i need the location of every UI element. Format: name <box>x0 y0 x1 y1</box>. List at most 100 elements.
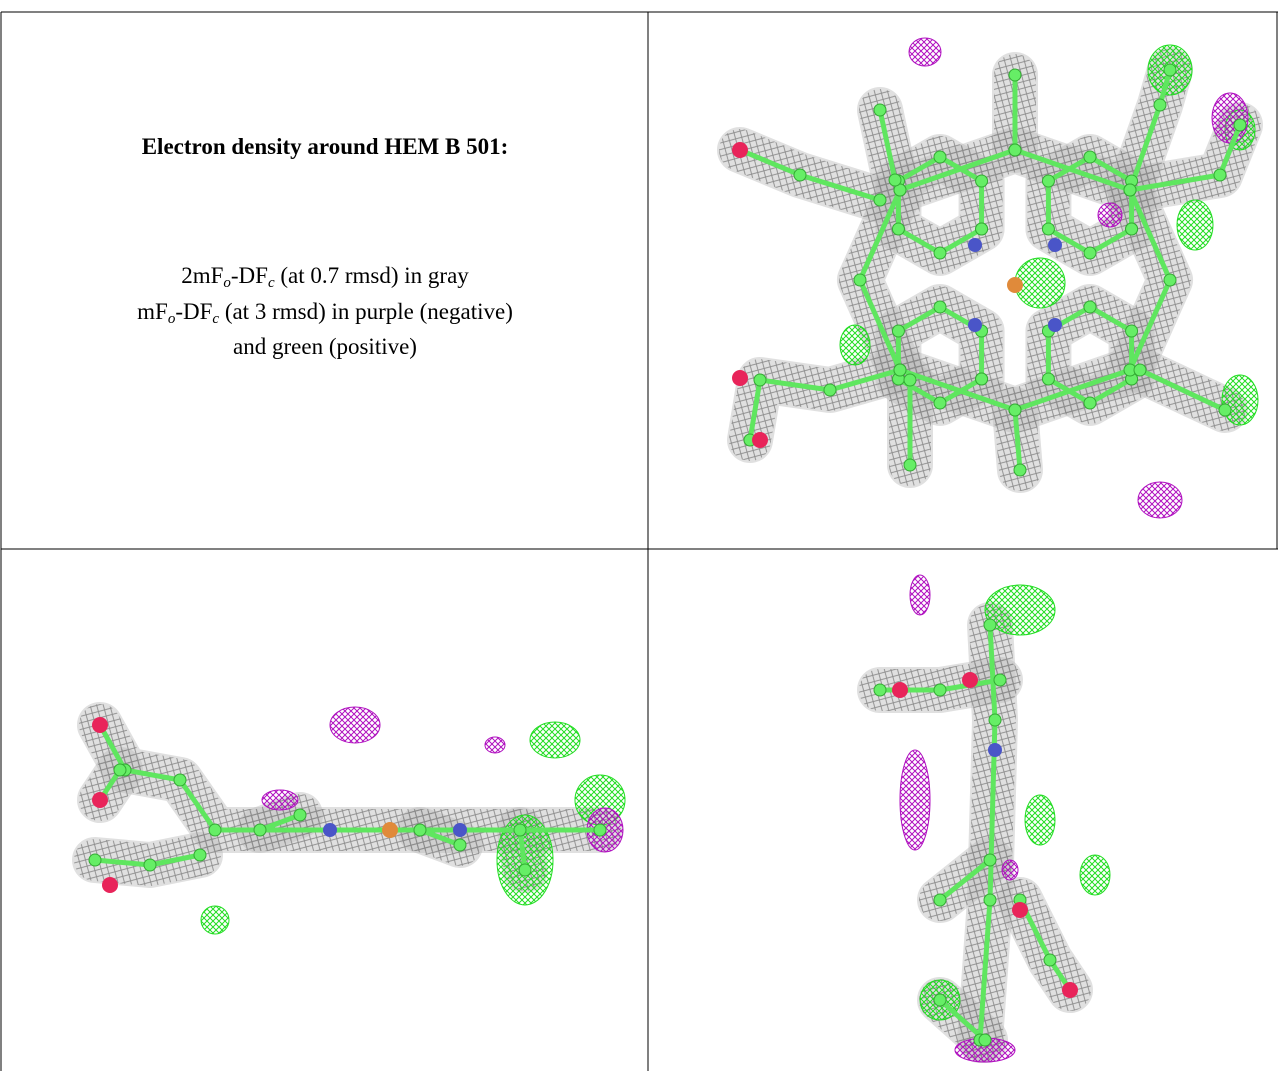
atom <box>793 168 807 182</box>
atom <box>1218 403 1232 417</box>
caption-line: and green (positive) <box>2 329 648 365</box>
atom <box>1083 246 1097 260</box>
oxygen-atom <box>732 142 748 158</box>
atom <box>193 848 207 862</box>
atom <box>975 174 989 188</box>
subscript: o <box>167 310 176 327</box>
oxygen-atom <box>1012 902 1028 918</box>
atom <box>983 853 997 867</box>
bond <box>1138 367 1227 413</box>
subscript: o <box>223 275 231 291</box>
caption-line: mFo-DFc (at 3 rmsd) in purple (negative) <box>2 294 648 330</box>
atom <box>933 246 947 260</box>
atom <box>1125 324 1139 338</box>
atom <box>1083 150 1097 164</box>
bond <box>938 998 987 1042</box>
bond <box>877 109 898 181</box>
atom <box>1163 273 1177 287</box>
bond <box>938 858 992 902</box>
negative-density <box>908 37 942 67</box>
atom <box>975 222 989 236</box>
caption-text: (at 3 rmsd) in purple (negative) <box>219 298 513 324</box>
caption-text: (at 0.7 rmsd) in gray <box>274 263 469 288</box>
caption-line: 2mFo-DFc (at 0.7 rmsd) in gray <box>2 258 648 294</box>
atom <box>933 993 947 1007</box>
nitrogen-atom <box>988 743 1002 757</box>
caption-title: Electron density around HEM B 501: <box>141 134 509 159</box>
positive-density <box>529 721 581 759</box>
atom <box>933 396 947 410</box>
atom <box>933 300 947 314</box>
atom <box>1008 403 1022 417</box>
atom <box>933 683 947 697</box>
bond <box>259 812 301 833</box>
positive-density <box>984 584 1056 636</box>
bond <box>1012 409 1023 471</box>
bond <box>419 827 461 848</box>
atom <box>1043 953 1057 967</box>
atom <box>983 618 997 632</box>
negative-density <box>484 736 506 754</box>
bond <box>977 624 998 1041</box>
atom <box>1041 222 1055 236</box>
positive-density <box>1079 854 1111 896</box>
negative-density <box>1097 202 1123 228</box>
negative-density <box>899 749 931 851</box>
atom <box>903 458 917 472</box>
atom <box>873 683 887 697</box>
atom <box>1153 98 1167 112</box>
caption-text: -DF <box>230 263 268 288</box>
atom <box>993 673 1007 687</box>
atom <box>518 863 532 877</box>
nitrogen-atom <box>453 823 467 837</box>
iron-atom <box>1007 277 1023 293</box>
atom <box>1041 174 1055 188</box>
negative-density <box>1001 859 1019 881</box>
density-images <box>72 37 1263 1063</box>
oxygen-atom <box>962 672 978 688</box>
nitrogen-atom <box>1048 238 1062 252</box>
atom <box>933 150 947 164</box>
atom <box>113 763 127 777</box>
positive-density <box>839 324 871 366</box>
oxygen-atom <box>102 877 118 893</box>
caption-text: 2mF <box>181 263 224 288</box>
caption-text: and green (positive) <box>233 334 417 359</box>
atom <box>988 713 1002 727</box>
caption-cell: Electron density around HEM B 501: 2mFo-… <box>2 12 648 549</box>
caption-text: -DF <box>175 298 213 324</box>
negative-density <box>329 706 381 744</box>
atom <box>1125 222 1139 236</box>
iron-atom <box>382 822 398 838</box>
atom <box>88 853 102 867</box>
positive-density <box>1176 199 1214 251</box>
oxygen-atom <box>92 717 108 733</box>
atom <box>1123 183 1137 197</box>
atom <box>413 823 427 837</box>
oxygen-atom <box>892 682 908 698</box>
negative-density <box>261 789 299 811</box>
atom <box>1041 372 1055 386</box>
subscript: c <box>267 275 275 291</box>
atom <box>853 273 867 287</box>
atom <box>893 363 907 377</box>
atom <box>1133 363 1147 377</box>
positive-density <box>1024 794 1056 846</box>
negative-density <box>1137 481 1183 519</box>
positive-density <box>200 905 230 935</box>
atom <box>873 103 887 117</box>
atom <box>143 858 157 872</box>
negative-density <box>909 574 931 616</box>
bond <box>747 367 901 441</box>
atom <box>253 823 267 837</box>
oxygen-atom <box>752 432 768 448</box>
oxygen-atom <box>92 792 108 808</box>
atom <box>1233 118 1247 132</box>
atom <box>891 324 905 338</box>
oxygen-atom <box>1062 982 1078 998</box>
nitrogen-atom <box>968 318 982 332</box>
atom <box>1083 396 1097 410</box>
atom <box>978 1033 992 1047</box>
